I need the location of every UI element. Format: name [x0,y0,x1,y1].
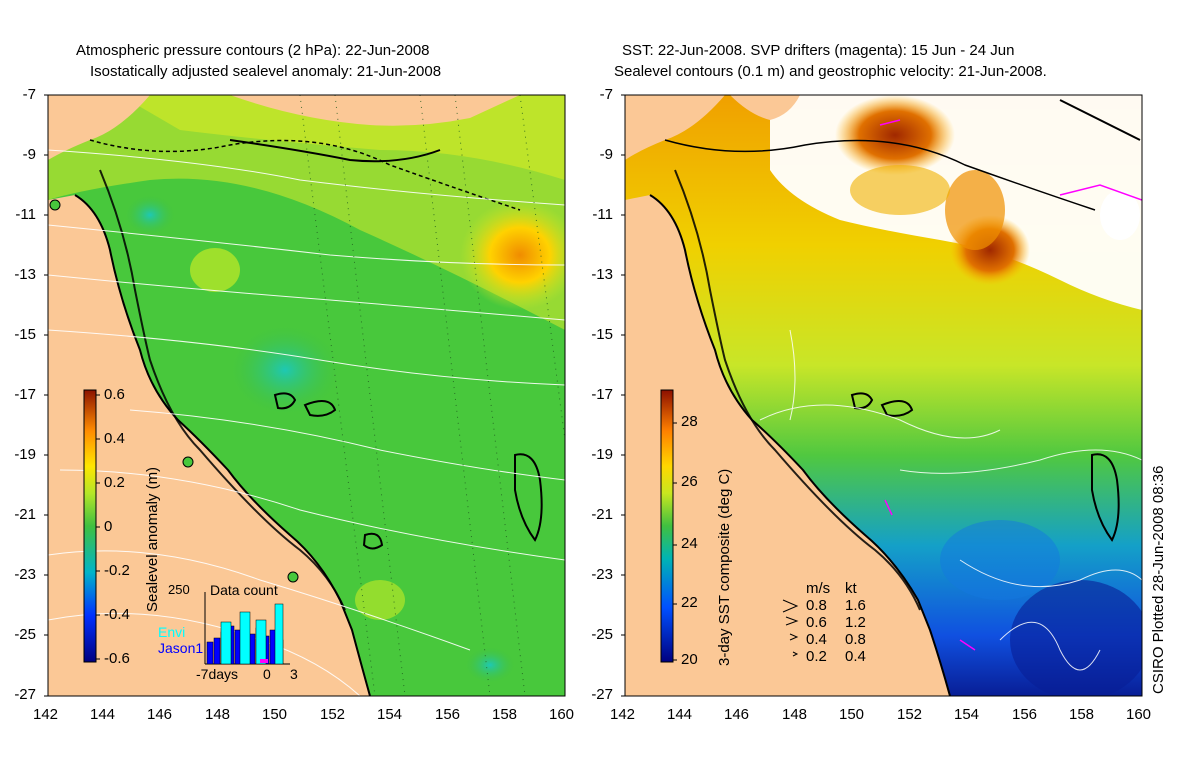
y-tick: -13 [14,266,36,283]
speed-legend-kt: 1.2 [845,614,866,631]
colorbar-tick: -0.6 [104,650,130,667]
x-tick: 148 [782,706,808,723]
x-tick: 152 [320,706,346,723]
right-colorbar-label: 3-day SST composite (deg C) [716,468,733,666]
left-title-line2: Isostatically adjusted sealevel anomaly:… [90,63,442,80]
x-tick: 152 [897,706,923,723]
speed-legend-header-ms: m/s [806,580,831,597]
y-tick: -27 [591,686,613,703]
y-tick: -15 [591,326,613,343]
right-map [625,95,1142,696]
colorbar-tick: 24 [681,535,698,552]
inset-x-label: 0 [263,666,271,682]
y-tick: -9 [22,146,36,163]
x-tick: 142 [610,706,636,723]
x-tick: 156 [435,706,461,723]
speed-legend-ms: 0.8 [806,597,827,614]
x-tick: 142 [33,706,59,723]
axis-ticks [44,94,625,697]
colorbar-tick: -0.4 [104,606,130,623]
colorbar-tick: -0.2 [104,562,130,579]
y-tick: -17 [14,386,36,403]
speed-legend-arrows [782,599,799,657]
y-tick: -17 [591,386,613,403]
speed-legend-ms: 0.6 [806,614,827,631]
speed-legend-ms: 0.4 [806,631,827,648]
x-tick: 156 [1012,706,1038,723]
left-title-line1: Atmospheric pressure contours (2 hPa): 2… [76,42,430,59]
x-tick: 158 [1069,706,1095,723]
inset-x-label: -7days [196,666,239,682]
colorbar-tick: 0 [104,518,113,535]
speed-legend-header-kt: kt [845,580,857,597]
y-tick: -25 [14,626,36,643]
y-tick: -7 [599,86,613,103]
y-tick: -19 [591,446,613,463]
y-tick: -13 [591,266,613,283]
speed-legend-kt: 0.4 [845,648,866,665]
right-title-line1: SST: 22-Jun-2008. SVP drifters (magenta)… [622,42,1015,59]
plot-credit: CSIRO Plotted 28-Jun-2008 08:36 [1150,465,1167,694]
y-tick: -9 [599,146,613,163]
x-tick: 150 [839,706,865,723]
inset-max-label: 250 [168,582,190,597]
speed-legend-kt: 0.8 [845,631,866,648]
colorbar-tick: 0.4 [104,430,125,447]
y-tick: -11 [15,206,36,223]
colorbar-tick: 22 [681,594,698,611]
x-tick: 154 [954,706,980,723]
colorbar-tick: 0.6 [104,386,125,403]
y-tick: -23 [591,566,613,583]
data-count-inset [204,592,290,665]
inset-legend-jason: Jason1 [158,640,204,656]
y-tick: -21 [14,506,36,523]
inset-x-label: 3 [290,666,298,682]
x-tick: 146 [724,706,750,723]
colorbar-tick: 0.2 [104,474,125,491]
colorbar-tick: 28 [681,413,698,430]
left-map [48,95,565,696]
x-tick: 150 [262,706,288,723]
y-tick: -11 [592,206,613,223]
x-tick: 148 [205,706,231,723]
y-tick: -21 [591,506,613,523]
right-title-line2: Sealevel contours (0.1 m) and geostrophi… [614,63,1047,80]
y-tick: -25 [591,626,613,643]
x-tick: 160 [1126,706,1152,723]
colorbar-tick: 26 [681,473,698,490]
x-tick: 144 [90,706,116,723]
inset-title: Data count [210,582,278,598]
y-tick: -15 [14,326,36,343]
colorbar-tick: 20 [681,651,698,668]
y-tick: -27 [14,686,36,703]
x-tick: 154 [377,706,403,723]
left-colorbar [83,389,97,663]
speed-legend-ms: 0.2 [806,648,827,665]
y-tick: -19 [14,446,36,463]
x-tick: 144 [667,706,693,723]
y-tick: -23 [14,566,36,583]
y-tick: -7 [22,86,36,103]
right-colorbar [660,389,674,663]
x-tick: 158 [492,706,518,723]
speed-legend-kt: 1.6 [845,597,866,614]
left-colorbar-label: Sealevel anomaly (m) [144,466,161,612]
inset-legend-envi: Envi [158,624,186,640]
x-tick: 146 [147,706,173,723]
x-tick: 160 [549,706,575,723]
